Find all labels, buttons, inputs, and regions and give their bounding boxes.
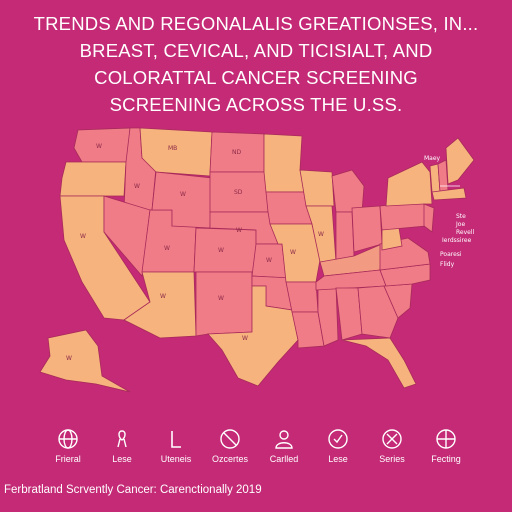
legend-label: Lese [112,454,132,464]
title-line-1: TRENDS AND REGONALALIS GREATIONSES, IN..… [33,13,479,34]
state-ohio[interactable] [351,205,383,253]
legend-label: Carlled [269,454,299,464]
legend-item[interactable]: Uteneis [150,428,202,464]
state-alabama[interactable] [335,287,363,341]
callout-joe: Joe [455,221,465,228]
ribbon-icon [117,430,127,448]
state-new-hampshire[interactable] [437,159,449,193]
state-label-ut: W [164,245,170,252]
state-label-mo: W [290,249,296,256]
us-map: W MB ND SD W W W W W W W W W W W W W Mae… [39,127,475,393]
state-maine[interactable] [445,137,475,185]
callout-ierdssiree: Ierdssiree [442,237,472,244]
state-arkansas[interactable] [285,281,319,313]
legend-label: Lese [328,454,348,464]
state-colorado[interactable] [193,227,257,273]
state-label-ne: W [236,227,242,234]
state-new-mexico[interactable] [195,271,253,337]
person-icon [275,430,293,449]
state-label-co: W [218,247,224,254]
state-label-mt: MB [168,145,177,152]
state-indiana[interactable] [335,211,355,263]
state-montana[interactable] [139,127,213,177]
state-massachusetts[interactable] [431,187,467,201]
footer-caption: Ferbratland Scrvently Cancer: Carenction… [4,484,262,496]
legend-item[interactable]: Carlled [258,428,310,464]
legend-icon-row: Frieral Lese Uteneis Ozcertes Carlled Le… [42,428,472,464]
title-line-3: COLORATTAL CANCER SCREENING [94,67,418,88]
prohibited-icon [220,429,240,449]
title-line-4: SCREENING ACROSS THE U.SS. [109,94,403,115]
legend-item[interactable]: Ozcertes [204,428,256,464]
state-label-tx: W [242,335,248,342]
state-label-nd: ND [232,149,241,156]
state-wisconsin[interactable] [299,169,335,207]
legend-item[interactable]: Series [366,428,418,464]
callout-revell: Revell [456,229,475,236]
callout-ste: Ste [456,213,466,220]
legend-item[interactable]: Fecting [420,428,472,464]
legend-label: Fecting [431,454,461,464]
state-oregon[interactable] [59,161,127,197]
state-label-az: W [160,293,166,300]
callout-flidy: Flidy [440,261,455,268]
legend-item[interactable]: Frieral [42,428,94,464]
title-line-2: BREAST, CEVICAL, AND TICISIALT, AND [79,40,433,61]
state-florida[interactable] [341,337,417,389]
state-new-york[interactable] [385,161,433,207]
state-label-sd: SD [234,189,243,196]
state-louisiana[interactable] [291,311,325,349]
legend-item[interactable]: Lese [312,428,364,464]
legend-label: Frieral [55,454,81,464]
legend-label: Series [379,454,405,464]
state-washington[interactable] [73,127,131,163]
globe-icon [58,429,78,449]
tools-icon [382,429,402,449]
state-alaska[interactable] [39,329,131,393]
map-title: TRENDS AND REGONALALIS GREATIONSES, IN..… [0,10,512,118]
legend-label: Ozcertes [211,454,248,464]
state-georgia[interactable] [357,285,399,339]
state-minnesota[interactable] [263,133,307,193]
legend-label: Uteneis [160,454,192,464]
state-label-ks: W [266,257,272,264]
state-label-wa: W [96,143,102,150]
state-new-jersey[interactable] [423,203,435,233]
legend-item[interactable]: Lese [96,428,148,464]
state-label-ca: W [80,233,86,240]
state-label-il: W [318,231,324,238]
state-label-wy: W [180,191,186,198]
callout-poaresi: Poaresi [440,251,462,258]
check-circle-icon [328,429,348,449]
state-nevada[interactable] [103,195,151,277]
bracket-icon [171,431,181,448]
state-texas[interactable] [207,285,299,387]
state-label-nm: W [218,295,224,302]
crosshair-icon [436,429,456,449]
callout-maey: Maey [424,155,441,162]
state-label-id: W [134,183,140,190]
state-michigan[interactable] [331,169,365,213]
state-label-ak: W [66,355,72,362]
